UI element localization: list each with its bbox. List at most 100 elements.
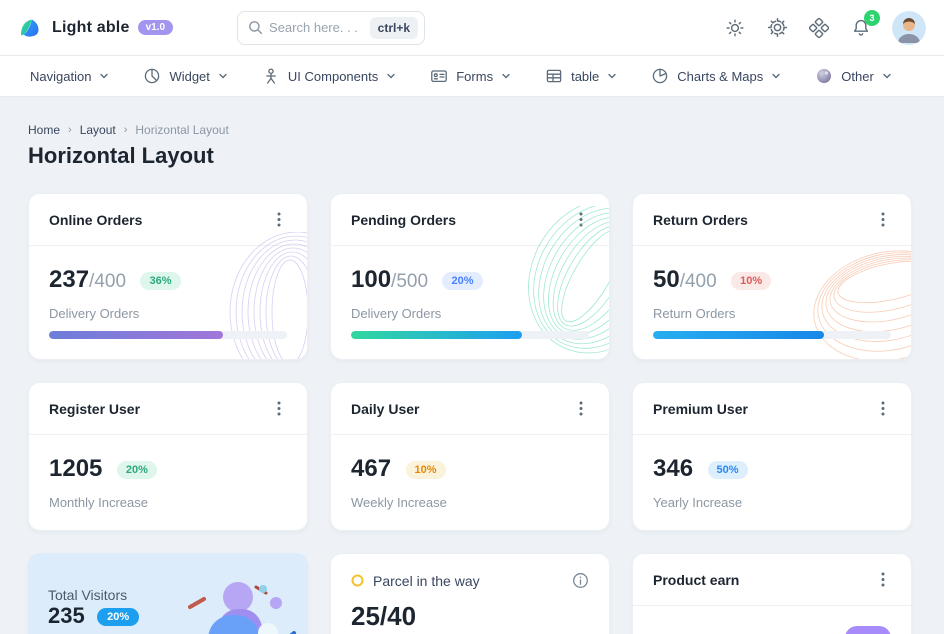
- nav-item-navigation[interactable]: Navigation: [30, 69, 109, 84]
- kebab-menu-icon: [881, 212, 885, 227]
- breadcrumb-separator: ›: [68, 124, 72, 136]
- pie-chart-icon: [145, 68, 160, 84]
- stat-total: /400: [89, 271, 127, 292]
- theme-toggle-button[interactable]: [724, 17, 746, 39]
- visitors-title: Total Visitors: [48, 587, 128, 603]
- search-input[interactable]: [269, 20, 364, 35]
- breadcrumb: Home › Layout › Horizontal Layout: [28, 123, 912, 137]
- brand[interactable]: Light able v1.0: [16, 14, 174, 42]
- notification-count-badge: 3: [864, 9, 880, 26]
- status-ring-icon: [351, 574, 364, 587]
- page-content: Home › Layout › Horizontal Layout Horizo…: [0, 97, 944, 634]
- parcel-title: Parcel in the way: [373, 572, 480, 589]
- nav-item-table[interactable]: table: [545, 67, 617, 85]
- settings-button[interactable]: [766, 17, 788, 39]
- stat-value: 237: [49, 266, 90, 293]
- card-title: Premium User: [653, 400, 748, 417]
- stat-badge: 50%: [707, 461, 748, 479]
- card-menu-button[interactable]: [875, 210, 891, 229]
- people-illustration: [188, 582, 296, 634]
- avatar-image: [892, 10, 926, 45]
- kebab-menu-icon: [881, 572, 885, 587]
- card-premium-user: Premium User 346 50% Yearly Increase: [632, 382, 912, 531]
- id-card-icon: [431, 70, 448, 83]
- nav-label: table: [571, 68, 600, 84]
- progress-fill: [653, 331, 825, 339]
- product-icon-button[interactable]: [845, 626, 891, 634]
- version-badge: v1.0: [137, 20, 174, 35]
- stat-label: Weekly Increase: [351, 495, 447, 510]
- nav-label: Other: [841, 68, 874, 84]
- search-icon: [248, 20, 263, 35]
- breadcrumb-layout[interactable]: Layout: [79, 123, 116, 137]
- card-title: Return Orders: [653, 211, 748, 228]
- card-menu-button[interactable]: [875, 570, 891, 589]
- order-stat: 50/400 10%: [653, 266, 891, 294]
- brand-name: Light able: [52, 18, 130, 36]
- card-daily-user: Daily User 467 10% Weekly Increase: [330, 382, 610, 531]
- progress-fill: [49, 331, 223, 339]
- kebab-menu-icon: [579, 401, 583, 416]
- kebab-menu-icon: [881, 401, 885, 416]
- card-menu-button[interactable]: [271, 399, 287, 418]
- chevron-down-icon: [772, 73, 780, 79]
- gear-icon: [767, 17, 787, 38]
- chevron-down-icon: [883, 73, 891, 79]
- card-online-orders: Online Orders 237/400 36%: [28, 193, 308, 360]
- user-avatar[interactable]: [892, 10, 926, 45]
- card-return-orders: Return Orders 50/400 10%: [632, 193, 912, 360]
- card-title: Online Orders: [49, 211, 143, 228]
- card-title: Pending Orders: [351, 211, 457, 228]
- nav-item-ui-components[interactable]: UI Components: [262, 67, 396, 85]
- sphere-icon: [817, 69, 832, 83]
- stat-badge: 10%: [731, 272, 772, 290]
- search-box[interactable]: ctrl+k: [237, 10, 426, 45]
- stat-value: 100: [351, 266, 392, 293]
- stat-total: /400: [679, 271, 717, 292]
- visitors-stat: 235 20%: [48, 603, 288, 629]
- nav-label: UI Components: [287, 68, 379, 84]
- product-row: Sale Product: [633, 606, 911, 634]
- card-title: Register User: [49, 400, 141, 417]
- order-stat: 100/500 20%: [351, 266, 589, 294]
- horizontal-nav: Navigation Widget UI Components Forms ta…: [0, 56, 944, 97]
- card-menu-button[interactable]: [875, 399, 891, 418]
- nav-item-other[interactable]: Other: [815, 67, 892, 85]
- stat-badge: 20%: [442, 272, 483, 290]
- nav-label: Widget: [169, 68, 210, 84]
- stat-label: Delivery Orders: [49, 306, 140, 321]
- user-stat: 467 10%: [351, 455, 589, 483]
- nav-label: Navigation: [30, 68, 92, 84]
- user-stat: 346 50%: [653, 455, 891, 483]
- stat-value: 25: [351, 601, 380, 631]
- card-title: Product earn: [653, 571, 740, 588]
- info-icon: [573, 573, 588, 588]
- card-menu-button[interactable]: [573, 399, 589, 418]
- stat-value: 346: [653, 455, 694, 482]
- chevron-down-icon: [502, 73, 510, 79]
- card-title: Daily User: [351, 400, 420, 417]
- stat-badge: 36%: [140, 272, 181, 290]
- stat-label: Delivery Orders: [351, 306, 442, 321]
- progress-fill: [351, 331, 523, 339]
- nav-item-widget[interactable]: Widget: [143, 67, 227, 85]
- info-button[interactable]: [572, 572, 589, 589]
- notifications-button[interactable]: 3: [850, 9, 880, 39]
- nav-label: Forms: [456, 68, 494, 84]
- stat-label: Return Orders: [653, 306, 736, 321]
- breadcrumb-home[interactable]: Home: [28, 123, 61, 137]
- apps-grid-icon: [809, 17, 829, 38]
- stat-total: /500: [391, 271, 429, 292]
- kebab-menu-icon: [277, 212, 281, 227]
- stat-badge: 20%: [97, 608, 140, 626]
- progress-bar: [49, 331, 287, 339]
- search-shortcut-hint: ctrl+k: [369, 16, 419, 39]
- nav-item-forms[interactable]: Forms: [430, 67, 511, 85]
- header-actions: 3: [724, 9, 926, 45]
- apps-menu-button[interactable]: [808, 17, 830, 39]
- card-menu-button[interactable]: [271, 210, 287, 229]
- nav-item-charts-maps[interactable]: Charts & Maps: [651, 67, 781, 85]
- stat-label: Monthly Increase: [49, 495, 148, 510]
- chart-pie-icon: [653, 68, 668, 84]
- breadcrumb-current: Horizontal Layout: [135, 123, 229, 137]
